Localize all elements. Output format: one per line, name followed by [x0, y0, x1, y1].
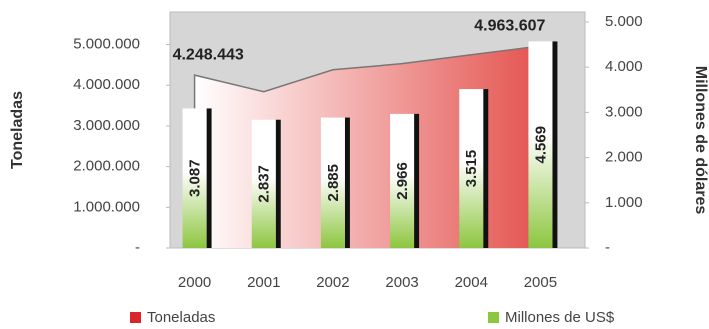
bar — [459, 89, 484, 248]
bar-value-label: 3.515 — [463, 150, 480, 188]
bar-value-label: 2.966 — [394, 162, 411, 200]
y2-axis-title: Millones de dólares — [692, 66, 709, 215]
y2-tick-label: - — [605, 239, 610, 256]
x-tick-label: 2002 — [316, 274, 349, 291]
y2-tick-label: 4.000 — [605, 58, 643, 75]
bar — [251, 119, 276, 248]
legend-swatch — [130, 312, 141, 323]
bar — [528, 41, 553, 248]
y2-tick-label: 3.000 — [605, 103, 643, 120]
bar-shadow — [206, 108, 212, 249]
x-tick-label: 2000 — [178, 274, 211, 291]
x-tick-label: 2001 — [247, 274, 280, 291]
bar-shadow — [483, 89, 489, 248]
bar-shadow — [552, 41, 558, 248]
y-tick-label: 2.000.000 — [73, 158, 140, 175]
legend-label: Millones de US$ — [505, 309, 615, 326]
bar — [320, 117, 345, 248]
x-tick-label: 2004 — [455, 274, 488, 291]
y2-tick-label: 1.000 — [605, 194, 643, 211]
bar-value-label: 3.087 — [187, 159, 204, 197]
bar-shadow — [414, 113, 420, 248]
y2-tick-label: 2.000 — [605, 149, 643, 166]
bar-value-label: 2.885 — [325, 164, 342, 202]
bar-shadow — [275, 119, 281, 248]
y2-tick-label: 5.000 — [605, 13, 643, 30]
y-axis-title: Toneladas — [9, 91, 26, 169]
bar-value-label: 2.837 — [256, 165, 273, 203]
bar-value-label: 4.569 — [532, 126, 549, 164]
legend-swatch — [488, 312, 499, 323]
area-value-label: 4.248.443 — [173, 46, 244, 63]
area-line — [193, 45, 541, 248]
bar — [390, 113, 415, 248]
y-tick-label: - — [135, 239, 140, 256]
y-tick-label: 3.000.000 — [73, 117, 140, 134]
y-tick-label: 5.000.000 — [73, 36, 140, 53]
bar-shadow — [344, 117, 350, 248]
x-tick-label: 2005 — [524, 274, 557, 291]
y-tick-label: 4.000.000 — [73, 76, 140, 93]
y-tick-label: 1.000.000 — [73, 198, 140, 215]
legend-label: Toneladas — [147, 309, 215, 326]
area-value-label: 4.963.607 — [474, 17, 545, 34]
bar — [182, 108, 207, 249]
area — [194, 46, 541, 248]
x-tick-label: 2003 — [385, 274, 418, 291]
